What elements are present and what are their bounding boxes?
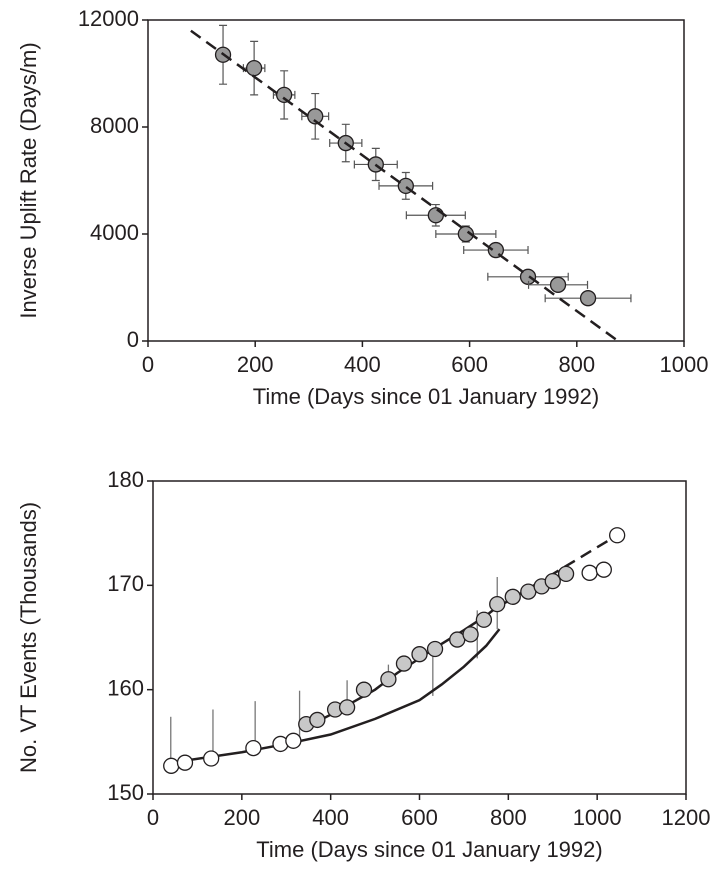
filled-point	[544, 573, 561, 590]
x-tick-label: 200	[237, 352, 274, 377]
x-axis-label: Time (Days since 01 January 1992)	[253, 384, 599, 409]
filled-point	[426, 640, 444, 658]
x-tick-label: 400	[344, 352, 381, 377]
x-tick-label: 200	[223, 805, 260, 830]
filled-point	[462, 626, 479, 643]
x-tick-label: 400	[312, 805, 349, 830]
open-point	[581, 564, 598, 581]
filled-point	[338, 699, 356, 716]
fit-line	[170, 628, 501, 764]
open-point	[609, 527, 626, 544]
filled-point	[489, 595, 506, 613]
filled-point	[411, 646, 428, 663]
filled-point	[380, 671, 397, 688]
y-tick-label: 12000	[78, 6, 139, 31]
filled-point	[395, 655, 413, 672]
x-tick-label: 1000	[660, 352, 709, 377]
y-axis-label: Inverse Uplift Rate (Days/m)	[16, 42, 41, 318]
filled-point	[457, 225, 474, 243]
filled-point	[475, 611, 493, 628]
y-axis-label: No. VT Events (Thousands)	[16, 502, 41, 773]
filled-point	[579, 290, 597, 307]
filled-point	[549, 276, 567, 293]
y-tick-label: 150	[107, 780, 144, 805]
open-point	[176, 754, 194, 771]
x-tick-label: 0	[147, 805, 159, 830]
open-point	[203, 750, 220, 767]
y-tick-label: 170	[107, 571, 144, 596]
filled-point	[504, 588, 521, 605]
x-tick-label: 1200	[662, 805, 711, 830]
x-tick-label: 800	[490, 805, 527, 830]
y-tick-label: 4000	[90, 220, 139, 245]
plot-frame	[152, 480, 687, 795]
x-tick-label: 600	[401, 805, 438, 830]
filled-point	[557, 565, 575, 583]
fit-line-dashed	[190, 29, 619, 343]
x-tick-label: 600	[451, 352, 488, 377]
open-point	[163, 757, 180, 774]
filled-point	[427, 207, 444, 224]
filled-point	[355, 681, 373, 698]
y-tick-label: 0	[127, 327, 139, 352]
y-tick-label: 180	[107, 467, 144, 492]
filled-point	[245, 60, 263, 77]
plot-frame	[147, 19, 685, 342]
open-point	[595, 561, 612, 578]
open-point	[285, 732, 302, 749]
filled-point	[309, 711, 326, 729]
filled-point	[275, 86, 293, 104]
x-axis-label: Time (Days since 01 January 1992)	[256, 837, 602, 862]
y-tick-label: 8000	[90, 113, 139, 138]
open-point	[245, 739, 262, 757]
x-tick-label: 800	[558, 352, 595, 377]
x-tick-label: 0	[142, 352, 154, 377]
y-tick-label: 160	[107, 675, 144, 700]
x-tick-label: 1000	[573, 805, 622, 830]
